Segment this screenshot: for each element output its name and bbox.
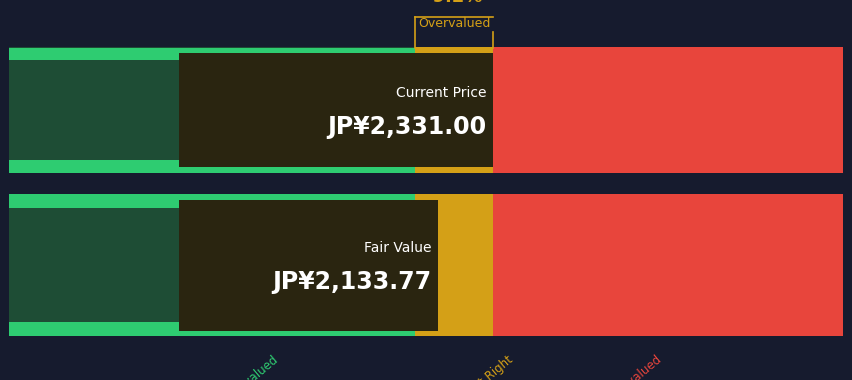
Text: Fair Value: Fair Value [364,241,431,255]
Text: Current Price: Current Price [395,86,486,100]
Text: 20% Overvalued: 20% Overvalued [580,353,664,380]
Text: Overvalued: Overvalued [417,17,490,30]
Text: JP¥2,331.00: JP¥2,331.00 [327,115,486,139]
Bar [492,194,842,336]
Bar [414,194,492,336]
Text: JP¥2,133.77: JP¥2,133.77 [272,270,431,294]
Bar [179,200,438,331]
Bar [9,194,414,336]
Bar [9,160,414,173]
Text: 20% Undervalued: 20% Undervalued [191,353,280,380]
Bar [9,48,414,173]
Text: About Right: About Right [453,353,515,380]
Bar [414,48,492,173]
Text: -9.2%: -9.2% [425,0,482,6]
Bar [179,53,492,167]
Bar [9,322,414,336]
Bar [9,194,414,208]
Bar [492,48,842,173]
Bar [9,48,414,60]
